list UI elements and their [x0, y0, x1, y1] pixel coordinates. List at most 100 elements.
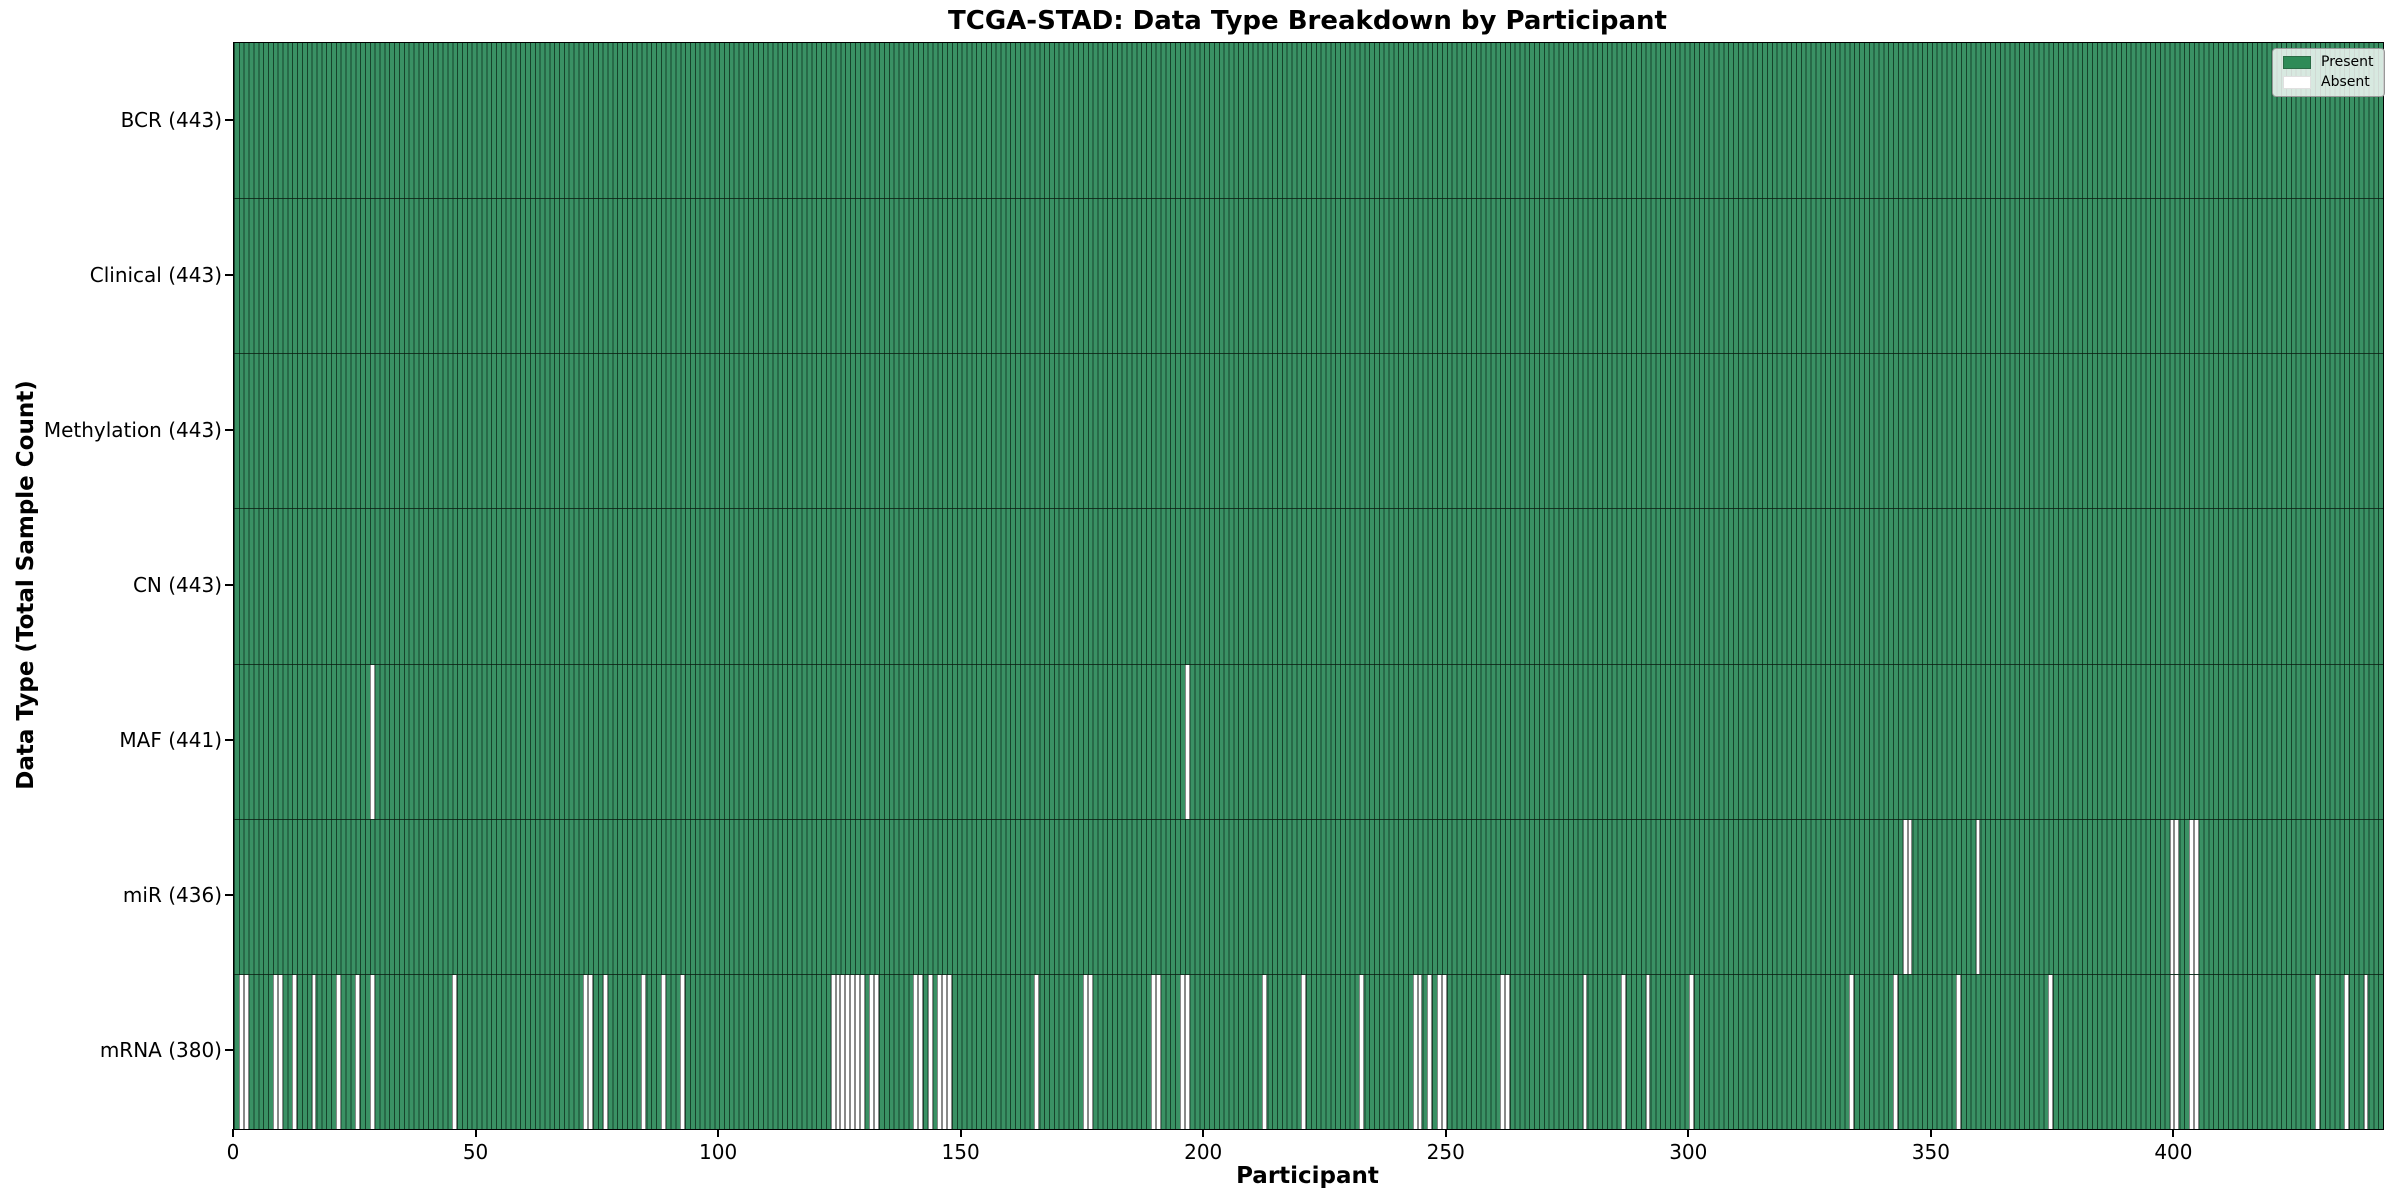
- absent-bar: [335, 975, 341, 1129]
- y-tick-mark: [225, 894, 233, 897]
- absent-bar: [1417, 975, 1423, 1129]
- x-tick-mark: [717, 1129, 720, 1137]
- absent-bar: [845, 975, 851, 1129]
- absent-bar: [1034, 975, 1040, 1129]
- x-tick-mark: [1202, 1129, 1205, 1137]
- y-tick-mark: [225, 1049, 233, 1052]
- x-tick-label: 150: [941, 1140, 980, 1164]
- absent-bar: [641, 975, 647, 1129]
- absent-bar: [2188, 820, 2194, 974]
- x-tick-label: 400: [2154, 1140, 2193, 1164]
- absent-bar: [1975, 820, 1981, 974]
- row-mrna: [234, 974, 2383, 1129]
- absent-bar: [369, 665, 375, 819]
- absent-bar: [1441, 975, 1447, 1129]
- absent-bar: [874, 975, 880, 1129]
- absent-bar: [1427, 975, 1433, 1129]
- y-axis-label: Data Type (Total Sample Count): [13, 380, 39, 790]
- absent-bar: [854, 975, 860, 1129]
- absent-bar: [2048, 975, 2054, 1129]
- legend: Present Absent: [2272, 48, 2385, 97]
- absent-bar: [355, 975, 361, 1129]
- x-tick-label: 250: [1426, 1140, 1465, 1164]
- absent-bar: [452, 975, 458, 1129]
- y-tick-label: miR (436): [122, 883, 222, 908]
- absent-bar: [1689, 975, 1695, 1129]
- row-maf: [234, 664, 2383, 819]
- absent-bar: [835, 975, 841, 1129]
- x-tick-label: 350: [1911, 1140, 1950, 1164]
- absent-bar: [588, 975, 593, 1129]
- y-tick-mark: [225, 739, 233, 742]
- absent-bar: [1082, 975, 1088, 1129]
- absent-bar: [2344, 975, 2350, 1129]
- plot-area: [233, 42, 2384, 1130]
- present-swatch-icon: [2283, 56, 2311, 69]
- x-tick-label: 50: [462, 1140, 489, 1164]
- y-tick-mark: [225, 584, 233, 586]
- y-tick-label: Methylation (443): [43, 417, 222, 442]
- absent-bar: [292, 975, 298, 1129]
- absent-bar: [1087, 975, 1093, 1129]
- absent-bar: [1262, 975, 1268, 1129]
- y-tick-label: Clinical (443): [89, 262, 222, 287]
- absent-bar: [272, 975, 278, 1129]
- absent-bar: [2363, 975, 2369, 1129]
- y-tick-mark: [225, 118, 233, 121]
- x-tick-label: 300: [1669, 1140, 1708, 1164]
- absent-bar: [2193, 975, 2199, 1129]
- row-bcr: [234, 43, 2383, 198]
- y-tick-label: CN (443): [132, 573, 222, 597]
- chart-title: TCGA-STAD: Data Type Breakdown by Partic…: [948, 6, 1667, 36]
- absent-bar: [840, 975, 846, 1129]
- absent-bar: [243, 975, 249, 1129]
- absent-bar: [1893, 975, 1898, 1129]
- absent-bar: [2174, 820, 2180, 974]
- absent-bar: [1155, 975, 1161, 1129]
- absent-bar: [2188, 975, 2194, 1129]
- y-tick-mark: [225, 428, 233, 431]
- absent-bar: [850, 975, 855, 1129]
- y-tick-label: mRNA (380): [99, 1038, 222, 1063]
- absent-bar: [1150, 975, 1156, 1129]
- legend-item-present: Present: [2283, 55, 2374, 70]
- absent-swatch-icon: [2283, 76, 2311, 89]
- y-tick-label: MAF (441): [119, 728, 222, 753]
- x-tick-label: 100: [699, 1140, 738, 1164]
- absent-bar: [1412, 975, 1418, 1129]
- row-mir: [234, 819, 2383, 974]
- absent-bar: [2315, 975, 2320, 1129]
- absent-bar: [1645, 975, 1651, 1129]
- row-cn: [234, 508, 2383, 664]
- x-tick-mark: [1444, 1129, 1447, 1137]
- absent-bar: [1179, 975, 1185, 1129]
- absent-bar: [238, 975, 244, 1129]
- legend-item-absent: Absent: [2283, 75, 2374, 90]
- absent-bar: [942, 975, 948, 1129]
- absent-bar: [1902, 820, 1908, 974]
- x-tick-mark: [1929, 1129, 1932, 1137]
- row-clinical: [234, 198, 2383, 353]
- row-methylation: [234, 353, 2383, 508]
- absent-bar: [1621, 975, 1627, 1129]
- x-axis-label: Participant: [1236, 1163, 1379, 1189]
- absent-bar: [1184, 975, 1190, 1129]
- x-tick-mark: [474, 1129, 477, 1137]
- y-tick-mark: [225, 273, 233, 276]
- x-tick-label: 200: [1184, 1140, 1223, 1164]
- absent-bar: [2169, 975, 2175, 1129]
- absent-bar: [2193, 820, 2199, 974]
- absent-bar: [869, 975, 875, 1129]
- absent-bar: [1956, 975, 1961, 1129]
- absent-bar: [947, 975, 952, 1129]
- absent-bar: [927, 975, 933, 1129]
- absent-bar: [1437, 975, 1442, 1129]
- x-tick-mark: [959, 1129, 962, 1137]
- absent-bar: [913, 975, 918, 1129]
- x-tick-label: 0: [226, 1140, 240, 1164]
- absent-bar: [369, 975, 375, 1129]
- absent-bar: [1582, 975, 1588, 1129]
- y-tick-label: BCR (443): [120, 107, 222, 132]
- absent-bar: [859, 975, 865, 1129]
